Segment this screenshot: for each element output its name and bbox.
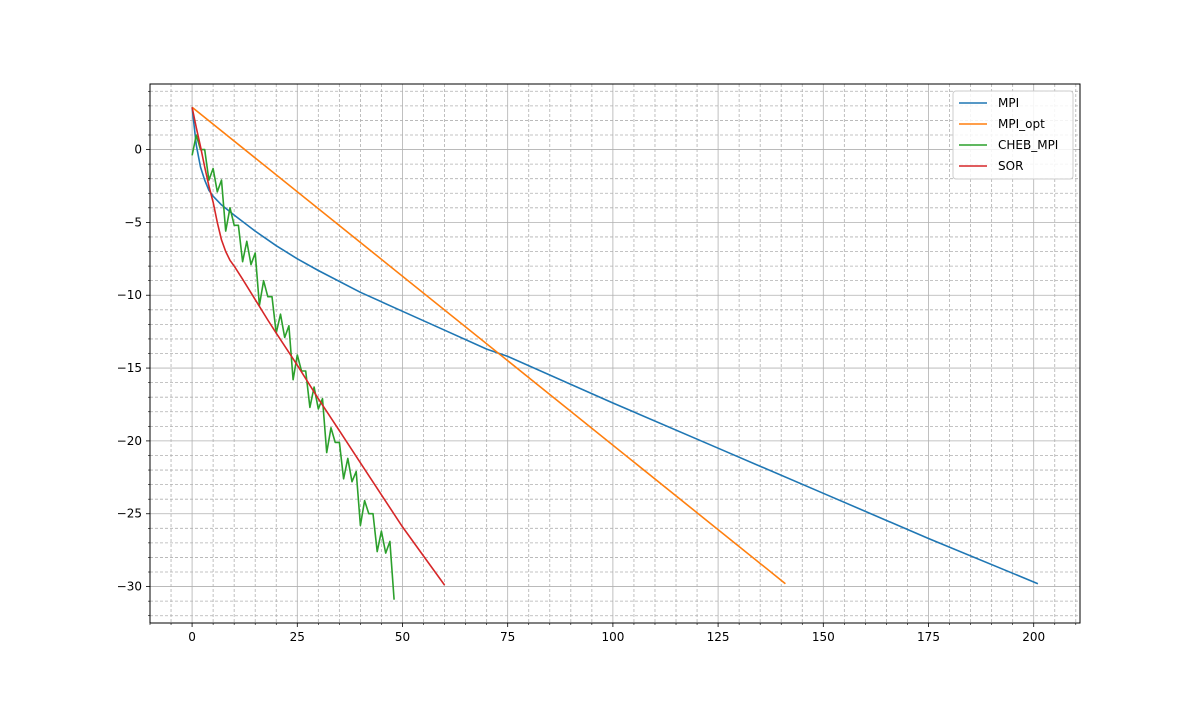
x-tick-label: 200 xyxy=(1022,630,1045,644)
y-tick-label: −5 xyxy=(124,215,142,229)
y-tick-label: −30 xyxy=(117,580,142,594)
x-tick-label: 75 xyxy=(500,630,515,644)
x-tick-label: 100 xyxy=(601,630,624,644)
legend-label: MPI_opt xyxy=(998,117,1045,131)
series-line-mpi xyxy=(191,107,1039,585)
x-tick-label: 50 xyxy=(395,630,410,644)
legend-label: CHEB_MPI xyxy=(998,138,1058,152)
x-tick-label: 175 xyxy=(917,630,940,644)
axis-ticks: 0 25 50 75 100 125 150 175 200 0 −5 −10 −15 −20 −25 −30 xyxy=(117,90,1077,644)
x-tick-label: 150 xyxy=(812,630,835,644)
x-tick-label: 0 xyxy=(188,630,196,644)
legend-box xyxy=(952,90,1074,180)
y-tick-label: −20 xyxy=(117,434,142,448)
series-layer xyxy=(191,106,1039,600)
x-tick-label: 25 xyxy=(290,630,305,644)
legend: MPI MPI_opt CHEB_MPI SOR xyxy=(952,90,1074,180)
series-line-sor xyxy=(191,107,446,586)
series-line-cheb-mpi xyxy=(191,134,395,600)
y-tick-label: 0 xyxy=(134,143,142,157)
y-tick-label: −15 xyxy=(117,361,142,375)
legend-label: SOR xyxy=(998,159,1023,173)
series-line-mpi-opt xyxy=(191,106,786,585)
y-tick-label: −10 xyxy=(117,288,142,302)
x-tick-label: 125 xyxy=(707,630,730,644)
y-tick-label: −25 xyxy=(117,507,142,521)
major-grid xyxy=(150,84,1080,623)
minor-grid xyxy=(149,84,1080,623)
legend-label: MPI xyxy=(998,96,1019,110)
